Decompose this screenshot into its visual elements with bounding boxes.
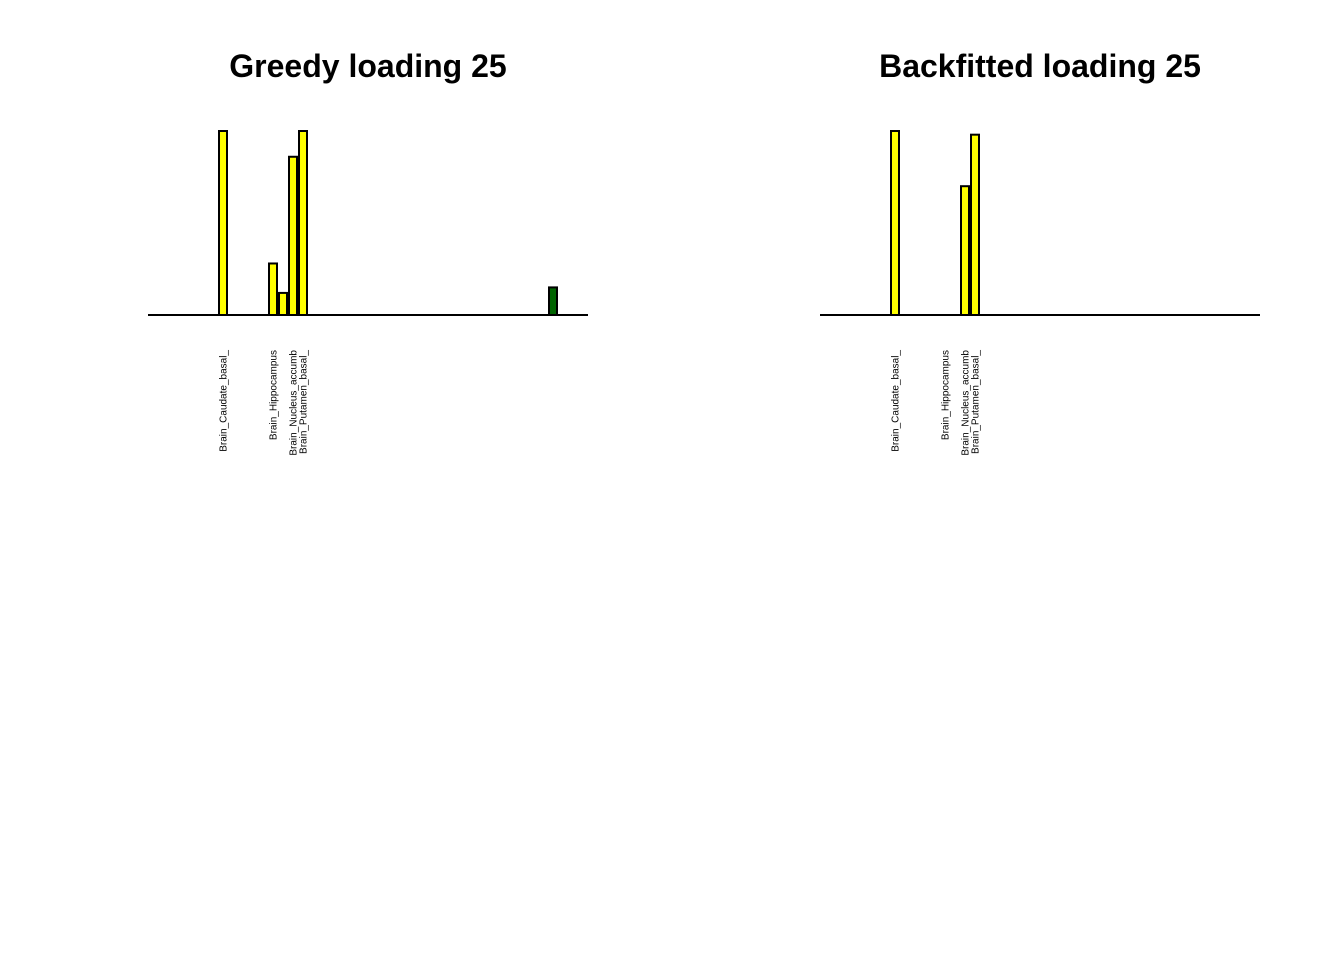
tick-label-group: Brain_Caudate_basal_ Brain_Hippocampus Bra… <box>219 350 310 456</box>
tick-label-group: Brain_Caudate_basal_ Brain_Hippocampus Bra… <box>891 350 982 456</box>
bar <box>960 185 970 316</box>
x-tick-label: Brain_Putamen_basal_ <box>299 350 310 454</box>
bar <box>268 262 278 317</box>
bar <box>970 133 980 316</box>
chart-title: Backfitted loading 25 <box>879 48 1201 84</box>
x-tick-label: Brain_Nucleus_accumb <box>289 350 300 456</box>
bar <box>548 286 558 316</box>
bar-group <box>820 130 1260 316</box>
x-tick-label: Brain_Caudate_basal_ <box>219 350 230 452</box>
x-tick-label: Brain_Nucleus_accumb <box>961 350 972 456</box>
greedy-loading-panel: Greedy loading 25 Brain_Caudate_basal_ Br… <box>148 48 588 456</box>
bar <box>218 130 228 316</box>
bar <box>278 291 288 317</box>
backfitted-loading-panel: Backfitted loading 25 Brain_Caudate_basa… <box>820 48 1260 456</box>
x-tick-label: Brain_Hippocampus <box>269 350 280 440</box>
x-tick-label: Brain_Caudate_basal_ <box>891 350 902 452</box>
x-tick-label: Brain_Putamen_basal_ <box>971 350 982 454</box>
bar <box>288 155 298 316</box>
bar-group <box>148 130 588 317</box>
x-tick-label: Brain_Hippocampus <box>941 350 952 440</box>
bar <box>890 130 900 316</box>
chart-title: Greedy loading 25 <box>229 48 506 84</box>
bar <box>298 130 308 316</box>
